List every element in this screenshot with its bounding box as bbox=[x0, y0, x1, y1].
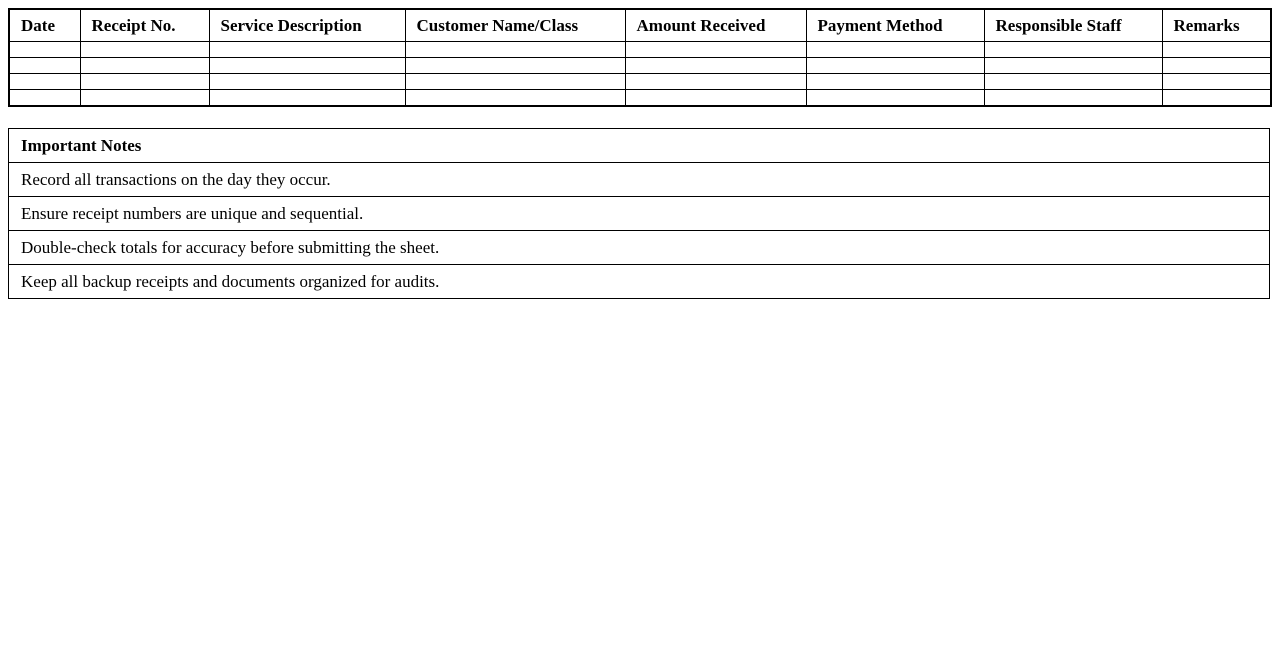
column-header-date: Date bbox=[8, 8, 81, 42]
register-empty-cell[interactable] bbox=[983, 57, 1163, 74]
register-empty-cell[interactable] bbox=[79, 89, 210, 107]
register-empty-row bbox=[8, 41, 1272, 58]
register-empty-cell[interactable] bbox=[624, 57, 807, 74]
column-header-payment-method: Payment Method bbox=[805, 8, 985, 42]
register-empty-row bbox=[8, 89, 1272, 107]
note-row: Keep all backup receipts and documents o… bbox=[8, 264, 1270, 299]
notes-header: Important Notes bbox=[8, 128, 1270, 163]
register-empty-cell[interactable] bbox=[805, 57, 985, 74]
register-empty-cell[interactable] bbox=[8, 89, 81, 107]
notes-header-row: Important Notes bbox=[8, 128, 1270, 163]
register-empty-cell[interactable] bbox=[624, 41, 807, 58]
register-table-body bbox=[8, 41, 1272, 107]
register-empty-cell[interactable] bbox=[983, 41, 1163, 58]
note-text: Keep all backup receipts and documents o… bbox=[8, 264, 1270, 299]
register-empty-cell[interactable] bbox=[208, 57, 406, 74]
register-empty-cell[interactable] bbox=[624, 73, 807, 90]
register-empty-row bbox=[8, 73, 1272, 90]
register-header-row: Date Receipt No. Service Description Cus… bbox=[8, 8, 1272, 42]
register-empty-cell[interactable] bbox=[983, 89, 1163, 107]
register-table-head: Date Receipt No. Service Description Cus… bbox=[8, 8, 1272, 42]
register-empty-cell[interactable] bbox=[805, 73, 985, 90]
register-empty-row bbox=[8, 57, 1272, 74]
register-empty-cell[interactable] bbox=[983, 73, 1163, 90]
register-empty-cell[interactable] bbox=[79, 57, 210, 74]
register-empty-cell[interactable] bbox=[404, 57, 626, 74]
register-empty-cell[interactable] bbox=[8, 73, 81, 90]
register-empty-cell[interactable] bbox=[208, 89, 406, 107]
register-empty-cell[interactable] bbox=[805, 41, 985, 58]
register-empty-cell[interactable] bbox=[805, 89, 985, 107]
register-empty-cell[interactable] bbox=[8, 41, 81, 58]
note-text: Record all transactions on the day they … bbox=[8, 162, 1270, 197]
register-empty-cell[interactable] bbox=[404, 41, 626, 58]
register-empty-cell[interactable] bbox=[1161, 89, 1272, 107]
register-empty-cell[interactable] bbox=[208, 73, 406, 90]
note-row: Record all transactions on the day they … bbox=[8, 162, 1270, 197]
column-header-amount-received: Amount Received bbox=[624, 8, 807, 42]
register-empty-cell[interactable] bbox=[404, 73, 626, 90]
column-header-service-description: Service Description bbox=[208, 8, 406, 42]
column-header-remarks: Remarks bbox=[1161, 8, 1272, 42]
register-empty-cell[interactable] bbox=[404, 89, 626, 107]
note-text: Ensure receipt numbers are unique and se… bbox=[8, 196, 1270, 231]
register-empty-cell[interactable] bbox=[79, 41, 210, 58]
column-header-responsible-staff: Responsible Staff bbox=[983, 8, 1163, 42]
column-header-receipt-no: Receipt No. bbox=[79, 8, 210, 42]
register-empty-cell[interactable] bbox=[624, 89, 807, 107]
notes-table-body: Important Notes Record all transactions … bbox=[8, 128, 1270, 299]
column-header-customer-name-class: Customer Name/Class bbox=[404, 8, 626, 42]
register-empty-cell[interactable] bbox=[8, 57, 81, 74]
receipt-register-table: Date Receipt No. Service Description Cus… bbox=[8, 8, 1272, 107]
register-empty-cell[interactable] bbox=[1161, 73, 1272, 90]
register-empty-cell[interactable] bbox=[1161, 41, 1272, 58]
important-notes-table: Important Notes Record all transactions … bbox=[8, 128, 1270, 299]
note-row: Ensure receipt numbers are unique and se… bbox=[8, 196, 1270, 231]
register-empty-cell[interactable] bbox=[208, 41, 406, 58]
note-row: Double-check totals for accuracy before … bbox=[8, 230, 1270, 265]
register-empty-cell[interactable] bbox=[1161, 57, 1272, 74]
note-text: Double-check totals for accuracy before … bbox=[8, 230, 1270, 265]
register-empty-cell[interactable] bbox=[79, 73, 210, 90]
